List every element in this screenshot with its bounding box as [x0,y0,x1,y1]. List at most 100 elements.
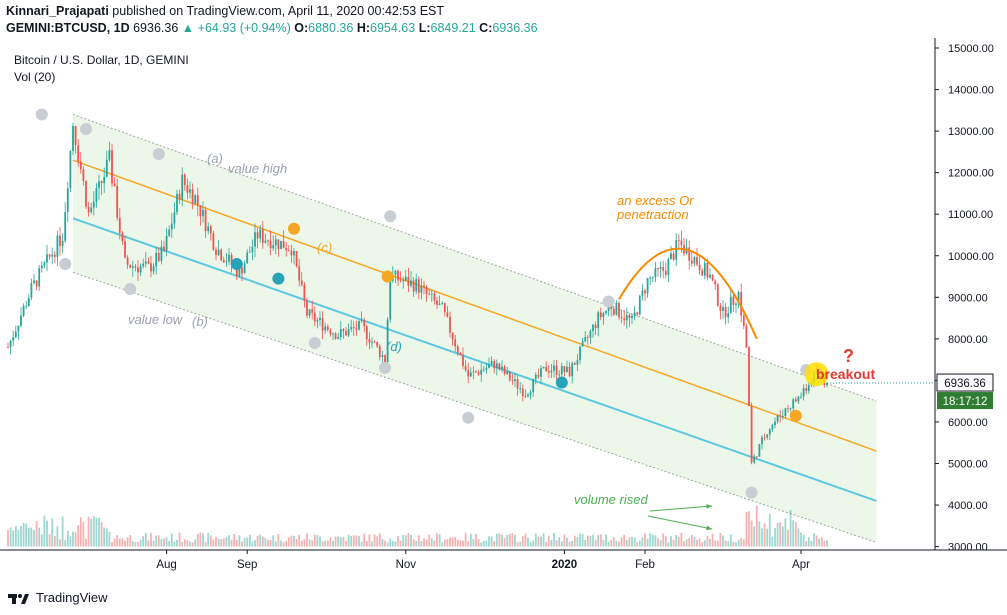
candle-body [776,415,779,422]
candle-body [209,226,212,234]
candle-body [178,193,181,200]
low-touch-marker [462,411,475,424]
candle-body [620,317,623,319]
volume-bar [423,538,425,547]
candle-body [714,280,717,285]
volume-bar [261,536,264,547]
x-tick-label: 2020 [552,559,578,571]
volume-bar [134,542,137,547]
volume-bar [35,521,38,547]
volume-bar [199,532,202,547]
channel-mid-line [72,159,877,452]
volume-bar [108,531,111,547]
candle-body [709,274,711,278]
candle-body [74,125,77,146]
volume-bar [137,542,139,547]
volume-bar [191,542,194,547]
candle-body [321,317,324,331]
volume-bar [391,540,394,547]
tradingview-logo[interactable]: TradingView [8,590,108,605]
volume-bar [662,533,665,547]
candle-body [87,206,90,213]
volume-bar [800,532,802,547]
volume-bar [157,535,160,547]
volume-bar [532,540,535,547]
volume-bar [230,539,233,547]
volume-bar [209,535,212,547]
volume-bar [368,534,371,547]
label-a: (a) [207,151,223,166]
candle-body [12,337,15,341]
candle-body [542,366,545,369]
volume-bar [506,535,509,547]
mid-line-touch-marker [381,270,394,283]
candle-body [79,161,82,170]
candle-body [415,279,418,292]
symbol-label: GEMINI:BTCUSD, 1D [6,21,130,35]
candle-body [693,257,696,264]
y-tick-label: 12000.00 [948,168,994,180]
candle-body [378,346,381,358]
volume-bar [25,523,28,547]
volume-bar [524,533,527,547]
volume-bar [194,539,197,547]
volume-bar [399,540,402,547]
candle-body [761,437,763,445]
candle-body [703,262,706,276]
volume-bar [38,527,41,547]
volume-bar [456,539,459,547]
volume-bar [727,541,730,547]
volume-bar [657,538,659,547]
candle-body [311,309,314,313]
low-touch-marker [308,337,321,350]
candle-body [527,394,529,397]
volume-bar [64,540,67,547]
candle-body [742,315,745,327]
candle-body [519,388,522,390]
candle-body [389,280,392,320]
volume-bar [597,534,600,547]
volume-bar [30,527,33,547]
candle-body [688,247,691,261]
candle-body [662,266,665,271]
volume-bar [129,535,132,547]
candle-body [800,396,802,398]
volume-bar [342,537,345,547]
volume-bar [714,540,717,547]
chart-legend-title: Bitcoin / U.S. Dollar, 1D, GEMINI [14,53,189,67]
volume-bar [428,534,431,547]
volume-bar [516,542,519,547]
y-tick-label: 14000.00 [948,85,994,97]
volume-bar [586,535,589,547]
candle-body [581,341,584,347]
candle-body [373,341,376,343]
label-breakout: breakout [816,366,875,382]
price-chart[interactable]: (a) value high value low (b) (c) (d) an excess… [0,38,1007,584]
candle-body [95,188,98,202]
candle-body [740,291,743,316]
candle-body [599,312,602,317]
candle-body [129,264,132,268]
volume-bar [103,527,106,547]
candle-body [449,316,451,333]
volume-bar [493,541,496,547]
candle-body [641,290,644,296]
author-name[interactable]: Kinnari_Prajapati [6,4,109,18]
volume-bar [27,527,30,547]
volume-bar [126,537,129,547]
volume-bar [238,535,241,547]
candle-body [584,337,587,342]
volume-bar [345,541,347,547]
candle-body [628,315,631,319]
volume-bar [664,536,667,547]
volume-bar [451,537,454,547]
volume-bar [202,533,204,547]
volume-bar [267,540,269,547]
candle-body [644,290,646,294]
volume-bar [272,535,275,547]
volume-bar [56,526,59,547]
x-tick-label: Feb [635,559,655,571]
volume-bar [696,539,698,547]
candle-body [251,246,254,252]
volume-bar [763,523,766,547]
